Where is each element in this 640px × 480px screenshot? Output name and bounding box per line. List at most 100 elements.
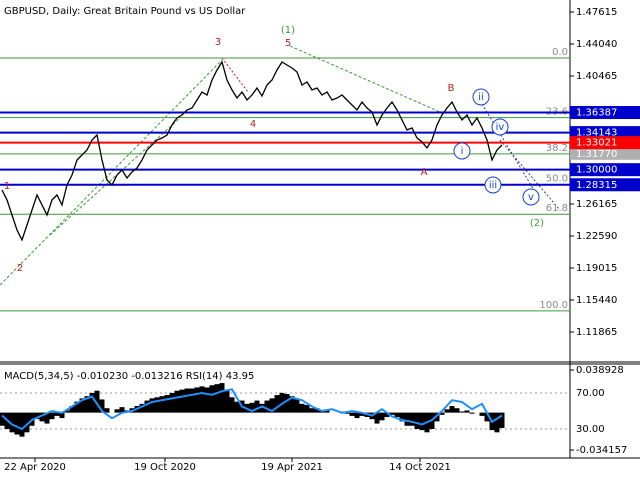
wave-label: 5: [285, 38, 291, 49]
wave-label: (1): [281, 25, 295, 36]
y-tick-label: 1.40465: [576, 71, 617, 82]
macd-bar: [79, 398, 85, 413]
macd-bar: [219, 383, 225, 413]
macd-bar: [89, 392, 95, 413]
macd-bar: [409, 412, 415, 426]
x-tick-label: 19 Oct 2020: [134, 462, 196, 473]
wave-label: v: [528, 192, 534, 203]
macd-bar: [394, 412, 400, 417]
fib-label: 38.2: [546, 143, 568, 154]
macd-bar: [444, 409, 450, 413]
macd-bar: [59, 412, 65, 419]
wave-label: 3: [215, 37, 221, 48]
chart-title: GBPUSD, Daily: Great Britain Pound vs US…: [4, 6, 246, 17]
y-tick-label: 1.26165: [576, 199, 617, 210]
macd-bar: [94, 390, 100, 413]
macd-bar: [174, 390, 180, 413]
macd-bar: [44, 412, 50, 424]
price-label-box: [570, 147, 640, 160]
macd-bar: [229, 397, 235, 413]
wave-label: iii: [489, 180, 497, 191]
macd-bar: [74, 401, 80, 413]
macd-bar: [49, 412, 55, 420]
macd-bar: [189, 388, 195, 413]
macd-bar: [449, 406, 455, 413]
macd-bar: [119, 407, 125, 413]
macd-bar: [234, 401, 240, 413]
macd-bar: [149, 398, 155, 413]
price-label: 1.28315: [576, 180, 617, 191]
macd-bar: [14, 412, 20, 435]
indicator-label: MACD(5,34,5) -0.010230 -0.013216 RSI(14)…: [4, 371, 254, 382]
macd-bar: [299, 403, 305, 413]
trendline: [221, 57, 249, 93]
macd-bar: [34, 412, 40, 420]
macd-bar: [254, 400, 260, 413]
macd-bar: [214, 384, 220, 413]
macd-bar: [179, 389, 185, 413]
macd-bar: [24, 412, 30, 433]
macd-bar: [84, 396, 90, 413]
y-tick-label: 1.47615: [576, 7, 617, 18]
y-tick-label: 1.15440: [576, 295, 617, 306]
macd-bar: [139, 403, 145, 413]
price-label-box: [570, 178, 640, 192]
wave-label: i: [461, 146, 464, 157]
fib-label: 61.8: [546, 203, 568, 214]
macd-bar: [19, 412, 25, 437]
y-tick-label: 1.19015: [576, 263, 617, 274]
macd-bar: [324, 410, 330, 413]
macd-bar: [284, 394, 290, 413]
macd-bar: [499, 412, 505, 428]
macd-bar: [184, 388, 190, 413]
macd-bar: [374, 412, 380, 424]
macd-bar: [384, 412, 390, 417]
trendline: [49, 117, 181, 236]
macd-bar: [159, 396, 165, 413]
wave-label: A: [421, 167, 428, 178]
fib-label: 0.0: [552, 47, 568, 58]
macd-bar: [404, 412, 410, 426]
macd-bar: [9, 412, 15, 433]
macd-bar: [459, 411, 465, 413]
wave-label: (2): [530, 218, 544, 229]
macd-bar: [389, 412, 395, 415]
macd-bar: [464, 410, 470, 413]
price-label: 1.30000: [576, 165, 617, 176]
macd-bar: [294, 399, 300, 413]
trendline: [0, 59, 223, 286]
y-tick-label: 70.00: [576, 388, 605, 399]
macd-bar: [69, 406, 75, 413]
macd-bar: [269, 398, 275, 413]
macd-bar: [39, 412, 45, 422]
y-tick-label: -0.034157: [576, 445, 627, 456]
wave-circle: [484, 176, 502, 194]
macd-bar: [144, 400, 150, 413]
price-line: [1, 60, 503, 242]
macd-bar: [344, 412, 350, 414]
macd-bar: [494, 412, 500, 433]
macd-bar: [349, 412, 355, 416]
x-tick-label: 14 Oct 2021: [389, 462, 451, 473]
macd-bar: [249, 402, 255, 413]
macd-bar: [314, 408, 320, 413]
macd-bar: [259, 403, 265, 413]
wave-label: 2: [17, 263, 23, 274]
wave-label: iv: [496, 122, 505, 133]
macd-bar: [484, 412, 490, 422]
macd-bar: [399, 412, 405, 422]
macd-bar: [309, 408, 315, 413]
macd-bar: [99, 399, 105, 413]
wave-label: 4: [250, 119, 256, 130]
fib-label: 100.0: [539, 300, 568, 311]
macd-bar: [289, 396, 295, 413]
macd-bar: [454, 408, 460, 413]
macd-bar: [419, 412, 425, 431]
wave-label: B: [448, 83, 455, 94]
y-tick-label: 1.11865: [576, 327, 617, 338]
trendline: [499, 139, 561, 211]
macd-bar: [64, 410, 70, 413]
macd-bar: [434, 412, 440, 422]
